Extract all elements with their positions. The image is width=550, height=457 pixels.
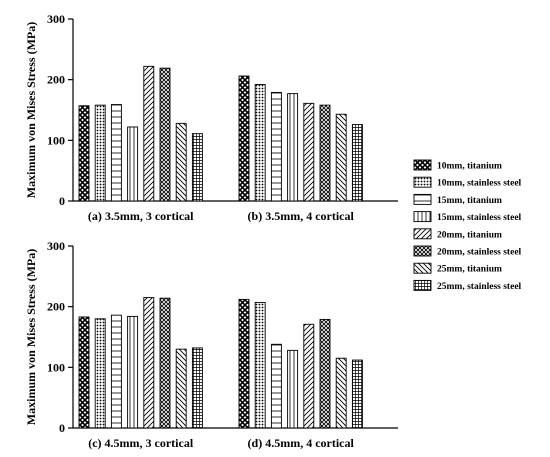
legend-swatch [413, 228, 432, 240]
bar-10mm-titanium [78, 316, 90, 429]
legend-swatch [413, 159, 432, 171]
legend-swatch [413, 245, 432, 257]
bar-10mm-stainless-steel [94, 318, 106, 429]
legend-label: 15mm, stainless steel [437, 213, 522, 223]
bar-10mm-titanium [238, 298, 250, 429]
legend-label: 25mm, titanium [437, 265, 502, 275]
bar-20mm-stainless-steel [319, 318, 331, 429]
y-tick-label: 300 [47, 239, 65, 253]
bar-15mm-titanium [110, 104, 122, 202]
bar-15mm-titanium [110, 314, 122, 429]
bar-25mm-stainless-steel [351, 359, 363, 429]
bar-20mm-titanium [303, 323, 315, 429]
legend-label: 10mm, titanium [437, 162, 502, 172]
bar-15mm-stainless-steel [127, 315, 139, 429]
legend-swatch [413, 176, 432, 188]
legend-swatch [413, 211, 432, 223]
chart-legend: 10mm, titanium 10mm, stainless steel 15mm,… [413, 159, 522, 292]
bar-25mm-titanium [175, 122, 187, 202]
y-tick-label: 0 [59, 194, 65, 208]
bar-15mm-stainless-steel [127, 126, 139, 202]
legend-swatch [413, 193, 432, 205]
bar-20mm-titanium [143, 297, 155, 429]
bar-10mm-stainless-steel [254, 84, 266, 202]
y-tick-label: 300 [47, 12, 65, 26]
panel-group-label: (a) 3.5mm, 3 cortical [88, 209, 194, 223]
bar-15mm-stainless-steel [287, 93, 299, 202]
y-tick-label: 100 [47, 133, 65, 147]
y-axis-title: Maximum von Mises Stress (MPa) [24, 249, 38, 425]
bar-10mm-titanium [78, 105, 90, 202]
legend-label: 25mm, stainless steel [437, 282, 522, 292]
bar-10mm-stainless-steel [254, 301, 266, 429]
legend-label: 20mm, stainless steel [437, 248, 522, 258]
legend-swatch [413, 279, 432, 291]
bar-25mm-titanium [175, 348, 187, 429]
panel-group-label: (d) 4.5mm, 4 cortical [248, 436, 355, 450]
legend-label: 20mm, titanium [437, 230, 502, 240]
panel-group-label: (c) 4.5mm, 3 cortical [88, 436, 194, 450]
bar-15mm-titanium [270, 343, 282, 429]
bar-25mm-stainless-steel [191, 347, 203, 429]
bar-10mm-stainless-steel [94, 104, 106, 202]
bar-25mm-titanium [335, 357, 347, 429]
bar-15mm-titanium [270, 91, 282, 202]
y-tick-label: 0 [59, 421, 65, 435]
bar-20mm-titanium [303, 102, 315, 202]
bar-20mm-stainless-steel [159, 67, 171, 202]
bar-10mm-titanium [238, 75, 250, 202]
bar-15mm-stainless-steel [287, 349, 299, 429]
y-axis-title: Maximum von Mises Stress (MPa) [24, 22, 38, 198]
bar-20mm-titanium [143, 65, 155, 202]
bottom-chart-panel: Maximum von Mises Stress (MPa) 0 100 200 300… [24, 239, 398, 450]
y-tick-label: 200 [47, 300, 65, 314]
y-tick-label: 100 [47, 360, 65, 374]
bar-20mm-stainless-steel [159, 297, 171, 429]
bar-20mm-stainless-steel [319, 104, 331, 202]
legend-swatch [413, 262, 432, 274]
legend-label: 15mm, titanium [437, 196, 502, 206]
bar-25mm-stainless-steel [191, 133, 203, 202]
bar-25mm-stainless-steel [351, 124, 363, 202]
bar-25mm-titanium [335, 113, 347, 202]
top-chart-panel: Maximum von Mises Stress (MPa) 0 100 200 300… [24, 12, 398, 223]
y-tick-label: 200 [47, 73, 65, 87]
legend-label: 10mm, stainless steel [437, 179, 522, 189]
panel-group-label: (b) 3.5mm, 4 cortical [248, 209, 355, 223]
